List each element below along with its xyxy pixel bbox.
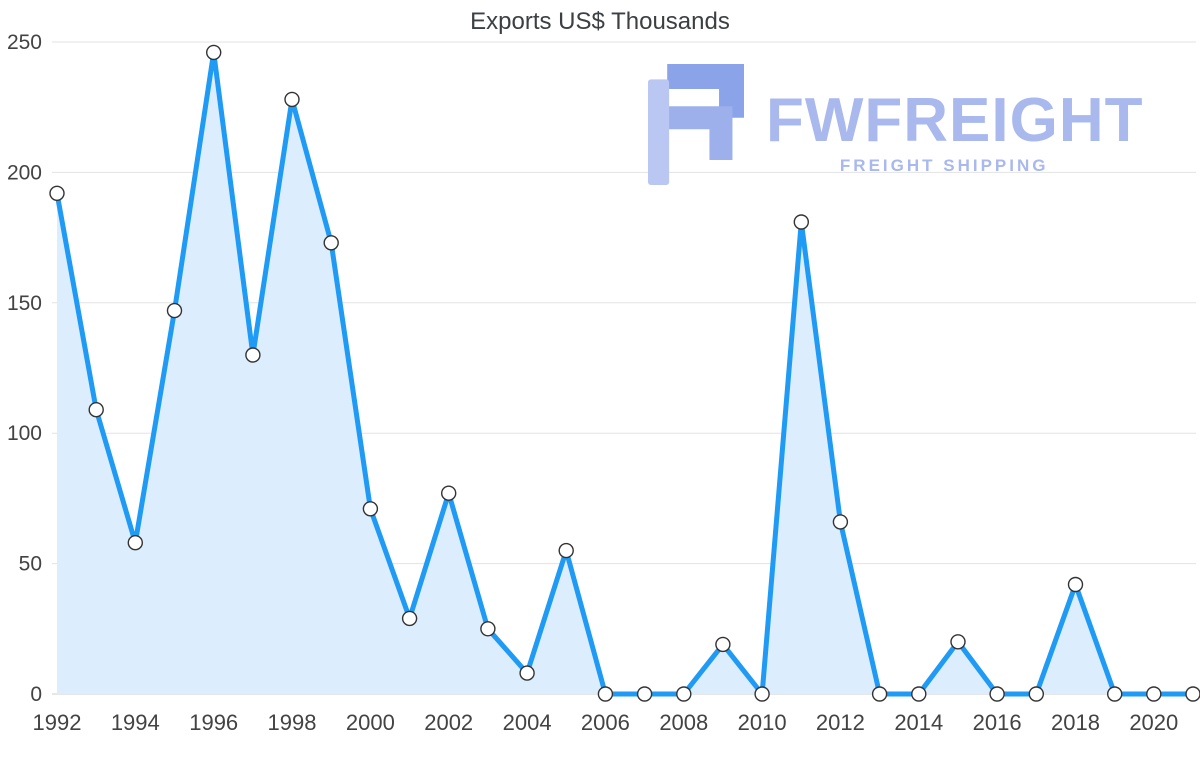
y-tick-label: 0 (30, 683, 42, 706)
data-point-1998[interactable] (284, 91, 300, 108)
x-tick-label: 2010 (738, 710, 787, 735)
data-point-2018[interactable] (1067, 576, 1084, 593)
fwfreight-logo: FWFREIGHT FREIGHT SHIPPING (648, 64, 1144, 185)
x-tick-label: 2012 (816, 710, 865, 735)
logo-text-block: FWFREIGHT FREIGHT SHIPPING (766, 90, 1144, 176)
data-point-1992[interactable] (49, 185, 65, 202)
series-area (57, 52, 1193, 694)
logo-icon-mid-shape (667, 106, 733, 161)
y-tick-label: 50 (19, 553, 42, 576)
y-tick-label: 150 (7, 292, 42, 315)
x-tick-label: 1998 (268, 710, 317, 735)
x-tick-label: 1992 (33, 710, 82, 735)
data-point-2003[interactable] (480, 621, 496, 637)
x-tick-label: 2006 (581, 710, 630, 735)
logo-icon-top-shape (667, 64, 744, 118)
chart-title: Exports US$ Thousands (470, 8, 730, 35)
data-point-1999[interactable] (323, 235, 339, 251)
data-point-2008[interactable] (676, 686, 692, 702)
x-tick-label: 2000 (346, 710, 395, 735)
x-tick-label: 2016 (973, 710, 1022, 735)
data-point-2014[interactable] (911, 686, 927, 702)
data-point-2002[interactable] (441, 485, 457, 501)
x-tick-label: 2020 (1129, 710, 1178, 735)
data-point-1996[interactable] (205, 44, 222, 61)
data-point-2009[interactable] (715, 636, 731, 653)
data-point-2004[interactable] (519, 665, 535, 681)
x-tick-label: 2014 (894, 710, 943, 735)
data-point-2016[interactable] (989, 686, 1005, 702)
data-point-1997[interactable] (245, 347, 261, 363)
y-tick-label: 200 (7, 161, 42, 184)
y-tick-label: 100 (7, 422, 42, 445)
data-point-2019[interactable] (1106, 686, 1123, 702)
data-point-2007[interactable] (636, 686, 653, 702)
logo-icon-left-bar (648, 79, 670, 185)
data-point-2000[interactable] (362, 501, 379, 517)
data-point-2011[interactable] (793, 214, 809, 230)
data-point-2010[interactable] (754, 686, 770, 702)
logo-tagline: FREIGHT SHIPPING (839, 156, 1049, 175)
x-tick-label: 2002 (424, 710, 473, 735)
x-tick-label: 2018 (1051, 710, 1100, 735)
data-point-1994[interactable] (127, 535, 144, 551)
x-tick-label: 2004 (503, 710, 552, 735)
data-point-2020[interactable] (1146, 686, 1162, 702)
x-tick-label: 1996 (189, 710, 238, 735)
data-point-2017[interactable] (1028, 686, 1045, 702)
data-point-2006[interactable] (597, 686, 614, 702)
data-point-2001[interactable] (401, 610, 418, 627)
x-tick-label: 1994 (111, 710, 160, 735)
fwfreight-logo-icon (648, 64, 744, 185)
y-tick-label: 250 (7, 31, 42, 54)
data-point-2012[interactable] (832, 514, 849, 530)
data-point-2021[interactable] (1185, 686, 1200, 702)
data-point-2013[interactable] (871, 686, 888, 702)
data-point-2015[interactable] (950, 634, 966, 650)
logo-name: FWFREIGHT (766, 86, 1144, 155)
data-point-1995[interactable] (166, 302, 183, 319)
data-point-1993[interactable] (88, 402, 104, 418)
x-tick-label: 2008 (659, 710, 708, 735)
data-point-2005[interactable] (558, 542, 574, 559)
